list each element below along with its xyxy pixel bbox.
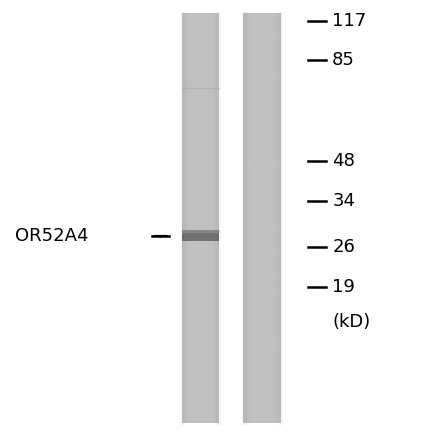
Text: 26: 26 [332,238,355,256]
Text: 48: 48 [332,152,355,170]
Bar [182,231,219,242]
Text: 34: 34 [332,192,355,209]
Text: 117: 117 [332,12,367,30]
Text: 19: 19 [332,278,355,295]
Text: OR52A4: OR52A4 [15,227,88,245]
Text: 85: 85 [332,51,355,68]
Bar [243,13,281,423]
Bar [182,13,219,423]
Text: (kD): (kD) [332,313,370,331]
